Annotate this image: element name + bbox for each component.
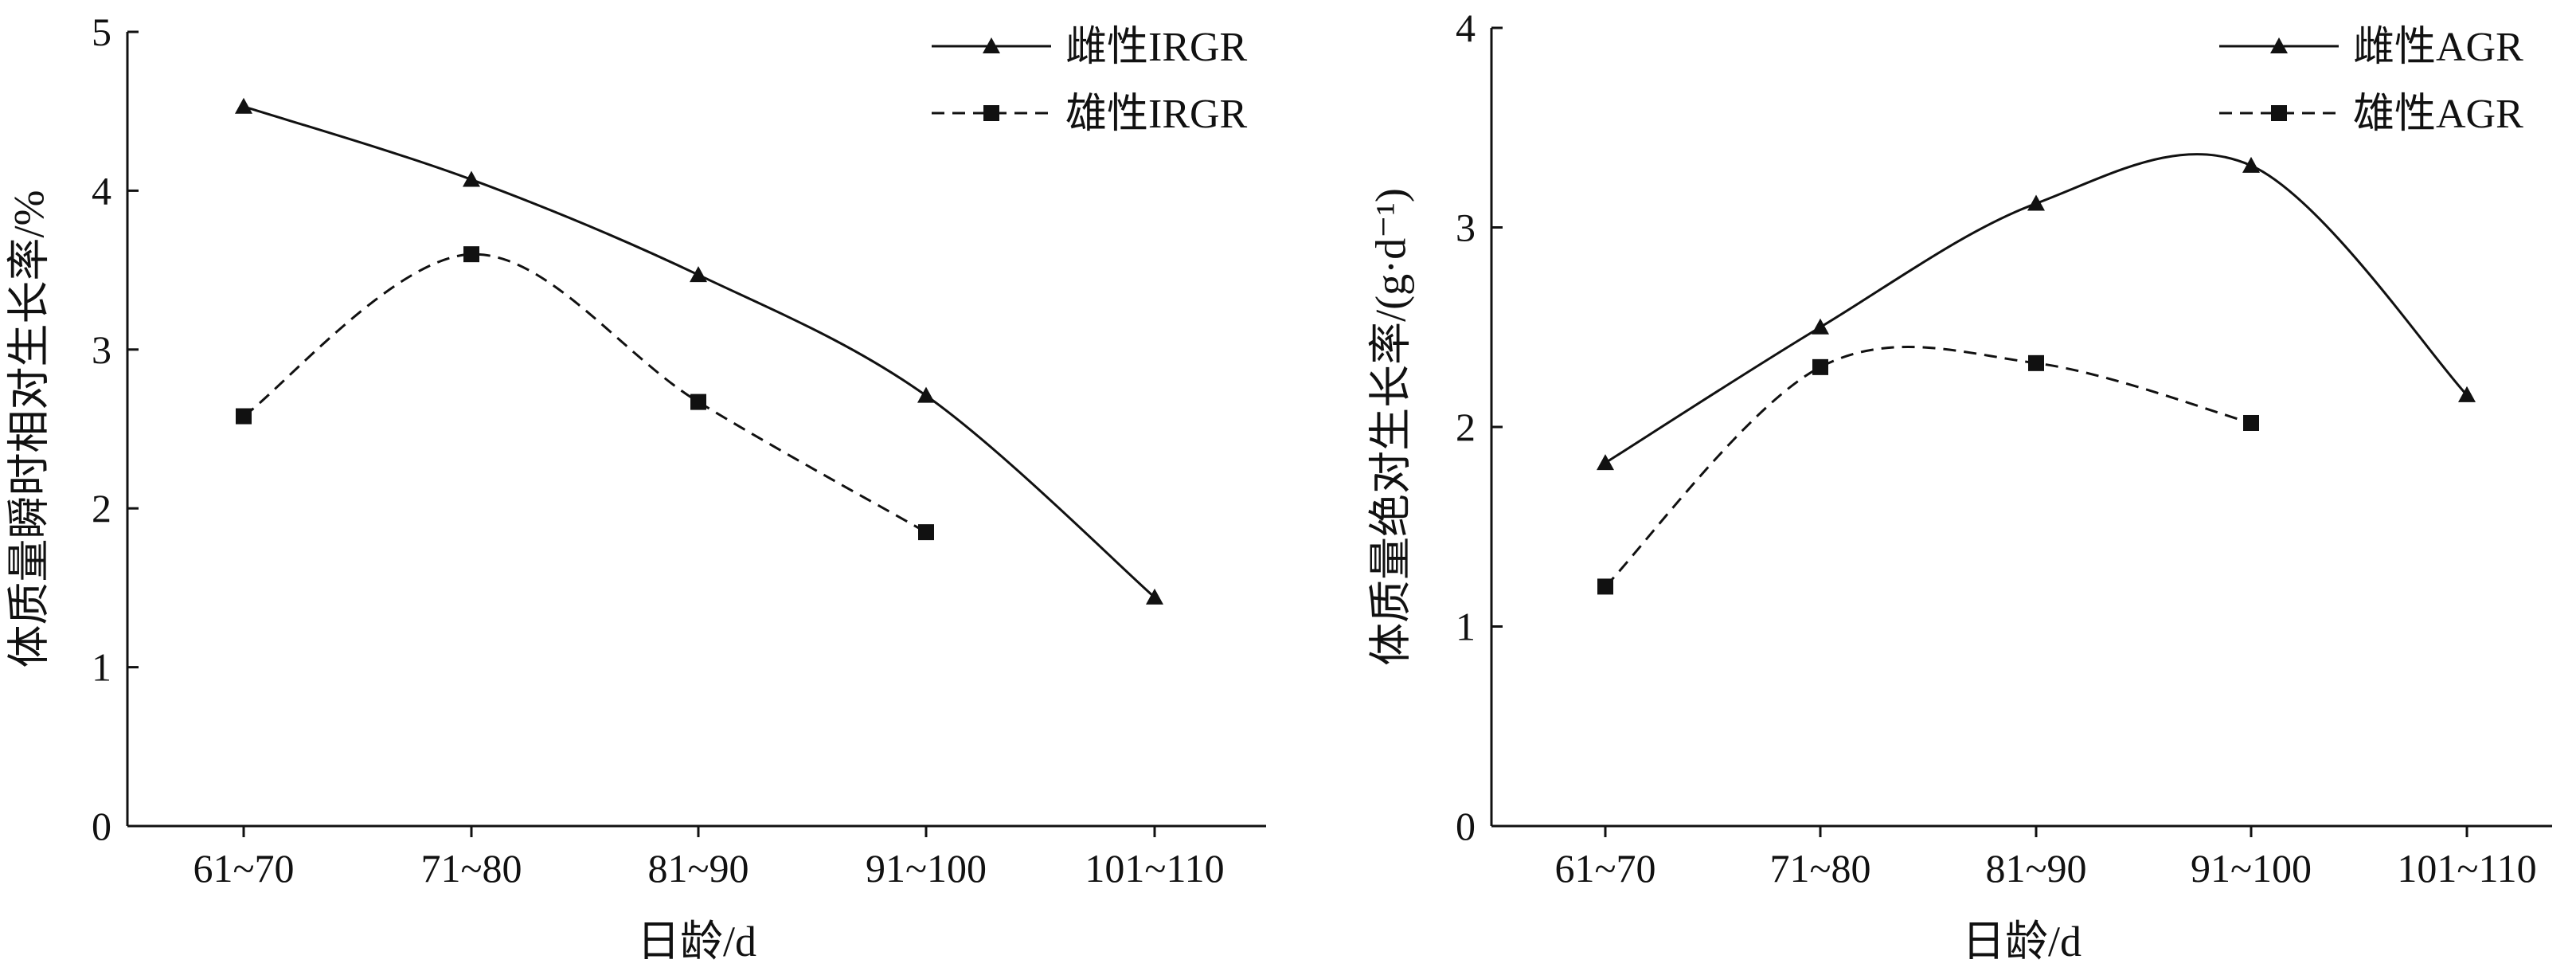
x-tick-label: 71~80	[1769, 846, 1870, 891]
data-point-triangle	[1146, 588, 1163, 605]
series-line	[243, 105, 1155, 598]
data-point-square	[2243, 414, 2259, 431]
y-tick-label: 1	[92, 645, 111, 690]
series-2	[236, 246, 934, 541]
data-point-triangle	[1597, 454, 1614, 471]
y-tick-label: 4	[1456, 6, 1476, 50]
x-tick-label: 101~110	[1085, 846, 1224, 891]
data-point-square	[918, 524, 934, 541]
y-tick-label: 4	[92, 168, 111, 213]
y-axis-title: 体质量绝对生长率/(g·d⁻¹)	[1366, 188, 1414, 666]
data-point-triangle	[2458, 386, 2476, 402]
y-axis-title: 体质量瞬时相对生长率/%	[5, 190, 53, 668]
y-tick-label: 2	[92, 486, 111, 531]
series-line	[1605, 153, 2469, 464]
data-point-triangle	[235, 97, 252, 114]
data-point-triangle	[917, 386, 935, 403]
data-point-triangle	[2242, 156, 2260, 173]
series-1	[1597, 153, 2476, 471]
x-tick-label: 81~90	[647, 846, 749, 891]
data-point-square	[236, 408, 252, 425]
x-tick-label: 61~70	[193, 846, 294, 891]
series-2	[1597, 346, 2259, 595]
y-tick-label: 3	[92, 327, 111, 372]
y-tick-label: 5	[92, 10, 111, 54]
x-tick-label: 71~80	[420, 846, 522, 891]
x-axis-title: 日龄/d	[1962, 918, 2082, 965]
legend-label: 雄性IRGR	[1065, 92, 1248, 137]
series-1	[235, 97, 1163, 605]
data-point-triangle	[690, 266, 707, 283]
y-tick-label: 0	[1456, 804, 1476, 848]
chart-panel-1: 0 1 2 3 4 5 61~70 71~80 81~90 91~100 101~110 日龄/d 体质…	[5, 10, 1266, 965]
series-line	[1604, 346, 2252, 588]
y-tick-label: 1	[1456, 605, 1476, 649]
data-point-square	[463, 246, 479, 263]
data-point-square	[2028, 354, 2044, 371]
y-tick-label: 2	[1456, 405, 1476, 449]
legend-marker-triangle	[2270, 37, 2288, 53]
x-tick-label: 81~90	[1985, 846, 2086, 891]
legend-marker-square	[2271, 105, 2287, 121]
series-line	[243, 253, 927, 534]
legend-marker-square	[983, 105, 999, 121]
data-point-square	[690, 394, 706, 410]
x-axis-title: 日龄/d	[637, 918, 756, 965]
data-point-triangle	[1812, 318, 1829, 335]
x-tick-label: 101~110	[2397, 846, 2536, 891]
x-tick-label: 91~100	[866, 846, 987, 891]
y-tick-label: 3	[1456, 206, 1476, 250]
y-tick-label: 0	[92, 804, 111, 848]
legend-label: 雌性AGR	[2353, 25, 2523, 70]
data-point-triangle	[463, 170, 480, 187]
x-tick-label: 61~70	[1554, 846, 1655, 891]
data-point-square	[1597, 578, 1613, 595]
chart-panel-2: 0 1 2 3 4 61~70 71~80 81~90 91~100 101~110 日龄/d 体质量…	[1366, 6, 2552, 965]
legend-label: 雄性AGR	[2353, 92, 2523, 137]
legend-label: 雌性IRGR	[1065, 25, 1248, 70]
x-tick-label: 91~100	[2191, 846, 2312, 891]
data-point-square	[1812, 358, 1828, 375]
data-point-triangle	[2027, 194, 2045, 211]
legend-marker-triangle	[983, 37, 1000, 53]
